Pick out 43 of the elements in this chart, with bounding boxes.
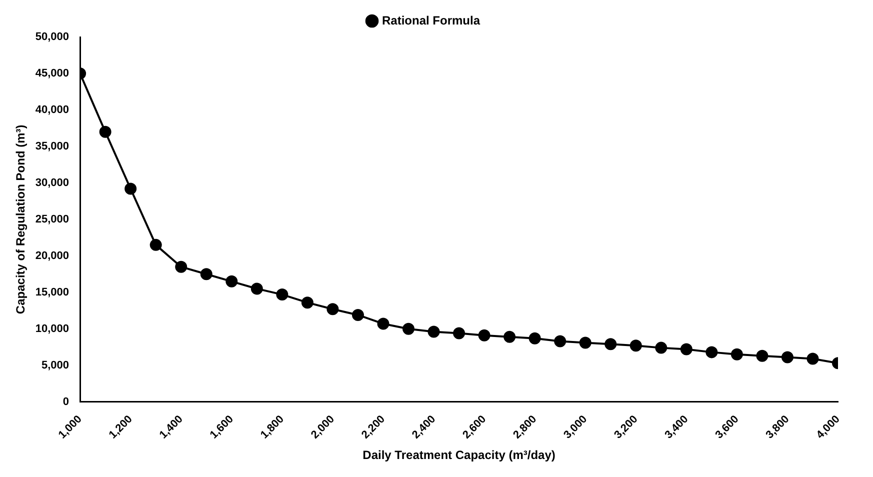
point bbox=[124, 182, 137, 195]
y-tick-label: 25,000 bbox=[35, 213, 70, 226]
y-tick-label: 35,000 bbox=[35, 140, 70, 152]
point bbox=[226, 275, 238, 288]
y-tick-label: 40,000 bbox=[35, 104, 70, 116]
point bbox=[326, 303, 339, 316]
point bbox=[730, 348, 743, 360]
point bbox=[554, 335, 566, 348]
point bbox=[478, 329, 490, 342]
point bbox=[604, 338, 617, 350]
point bbox=[175, 260, 188, 273]
point bbox=[453, 327, 466, 340]
y-tick-label: 50,000 bbox=[35, 31, 70, 44]
y-tick-label: 20,000 bbox=[35, 250, 70, 262]
point bbox=[528, 332, 541, 344]
point bbox=[680, 343, 692, 356]
y-tick-label: 0 bbox=[62, 396, 70, 408]
point bbox=[756, 350, 768, 362]
point bbox=[352, 308, 364, 321]
point bbox=[428, 326, 440, 338]
point bbox=[301, 296, 314, 309]
y-tick-label: 10,000 bbox=[35, 322, 70, 335]
point bbox=[655, 342, 668, 354]
y-axis-title: Capacity of Regulation Pond (m³) bbox=[14, 124, 28, 314]
point bbox=[150, 238, 162, 251]
x-axis-title: Daily Treatment Capacity (m³/day) bbox=[362, 448, 556, 462]
point bbox=[504, 330, 516, 343]
point bbox=[276, 288, 288, 301]
point bbox=[630, 340, 642, 352]
y-tick-label: 30,000 bbox=[35, 176, 70, 189]
point bbox=[250, 282, 263, 295]
y-tick-label: 15,000 bbox=[35, 286, 70, 298]
y-tick-label: 45,000 bbox=[35, 68, 70, 80]
point bbox=[781, 351, 794, 364]
point bbox=[200, 268, 212, 280]
point bbox=[806, 352, 819, 365]
point bbox=[402, 322, 414, 335]
point bbox=[706, 346, 718, 358]
y-tick-label: 5,000 bbox=[42, 359, 70, 372]
point bbox=[99, 126, 112, 138]
legend-label: Rational Formula bbox=[382, 13, 480, 28]
point bbox=[377, 318, 390, 330]
point bbox=[579, 336, 592, 349]
